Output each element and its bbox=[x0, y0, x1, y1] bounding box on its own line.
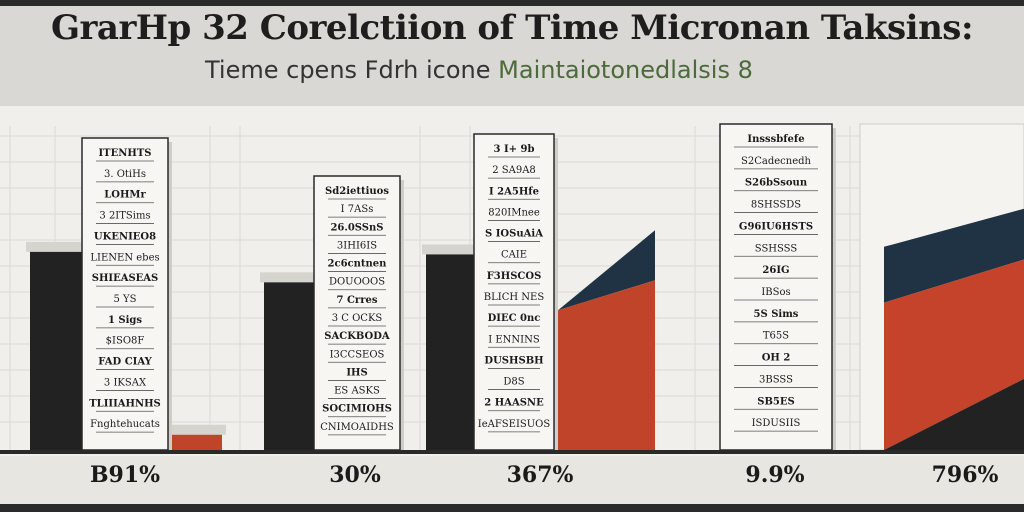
header-band bbox=[0, 6, 1024, 106]
label-line: 1 Sigs bbox=[108, 315, 142, 326]
label-line: I 7ASs bbox=[341, 204, 374, 215]
label-line: DOUOOOS bbox=[329, 277, 385, 288]
label-line: BLICH NES bbox=[484, 292, 545, 303]
label-line: G96IU6HSTS bbox=[739, 221, 813, 232]
label-line: UKENIEO8 bbox=[94, 231, 156, 242]
chart-title: GrarHp 32 Corelctiion of Time Micronan T… bbox=[50, 8, 974, 48]
label-line: CNIMOAIDHS bbox=[320, 422, 394, 433]
label-line: $ISO8F bbox=[106, 336, 145, 347]
label-line: 2 SA9A8 bbox=[492, 165, 536, 176]
label-line: IBSos bbox=[761, 287, 790, 298]
bar-red-3 bbox=[558, 280, 655, 450]
label-line: 26.0SSnS bbox=[330, 222, 383, 233]
label-line: 3 2ITSims bbox=[99, 211, 150, 222]
bottom-bar bbox=[0, 504, 1024, 512]
label-panel-2 bbox=[313, 175, 401, 451]
label-line: 2c6cntnen bbox=[328, 259, 388, 270]
label-line: ISDUSIIS bbox=[752, 418, 801, 429]
label-line: I 2A5Hfe bbox=[489, 186, 539, 197]
label-line: CAIE bbox=[501, 250, 527, 261]
label-line: SOCIMIOHS bbox=[322, 404, 392, 415]
label-line: 2 HAASNE bbox=[484, 398, 544, 409]
label-line: Sd2iettiuos bbox=[325, 186, 389, 197]
label-line: 8SHSSDS bbox=[751, 200, 801, 211]
category-label-3: 367% bbox=[506, 462, 574, 488]
label-line: 3. OtiHs bbox=[104, 169, 146, 180]
label-line: FAD CIAY bbox=[98, 357, 152, 368]
bar-dark-3 bbox=[426, 254, 478, 450]
label-line: 5S Sims bbox=[754, 309, 799, 320]
label-line: S26bSsoun bbox=[745, 178, 808, 189]
label-line: Insssbfefe bbox=[747, 134, 804, 145]
top-bar bbox=[0, 0, 1024, 6]
category-label-1: B91% bbox=[89, 462, 161, 488]
label-line: IeAFSEISUOS bbox=[478, 419, 551, 430]
label-line: DIEC 0nc bbox=[488, 313, 541, 324]
subtitle-part-a: Tieme cpens Fdrh icone bbox=[205, 56, 491, 84]
label-line: SACKBODA bbox=[324, 331, 390, 342]
label-line: T65S bbox=[763, 331, 789, 342]
label-line: OH 2 bbox=[762, 353, 791, 364]
label-line: 7 Crres bbox=[337, 295, 378, 306]
label-line: IHS bbox=[346, 367, 367, 378]
label-line: LIENEN ebes bbox=[90, 252, 159, 263]
label-line: SSHSSS bbox=[755, 243, 798, 254]
label-line: TLIIIAHNHS bbox=[89, 398, 161, 409]
label-line: I ENNINS bbox=[488, 334, 540, 345]
label-line: S2Cadecnedh bbox=[741, 156, 812, 167]
label-line: 3 IKSAX bbox=[104, 377, 147, 388]
label-line: S IOSuAiA bbox=[485, 229, 543, 240]
label-line: ES ASKS bbox=[334, 386, 380, 397]
label-line: SHIEASEAS bbox=[92, 273, 159, 284]
label-panel-1 bbox=[81, 137, 169, 451]
bar-cap bbox=[166, 424, 226, 435]
bar-red-1 bbox=[170, 434, 222, 450]
bar-slant-cap bbox=[558, 230, 655, 311]
label-line: LOHMr bbox=[104, 190, 146, 201]
chart-subtitle: Tieme cpens Fdrh icone Maintaiotonedlals… bbox=[205, 56, 753, 84]
label-line: ITENHTS bbox=[99, 148, 152, 159]
label-line: 3 C OCKS bbox=[332, 313, 383, 324]
label-line: 3IHI6IS bbox=[337, 240, 377, 251]
area-red bbox=[884, 259, 1024, 450]
bar-cap bbox=[422, 244, 482, 255]
category-label-4: 9.9% bbox=[745, 462, 805, 488]
label-line: 820IMnee bbox=[488, 207, 540, 218]
label-panel-4 bbox=[719, 123, 833, 451]
label-line: I3CCSEOS bbox=[330, 349, 385, 360]
label-line: D8S bbox=[503, 377, 524, 388]
bar-cap bbox=[26, 241, 86, 252]
label-line: F3HSCOS bbox=[487, 271, 542, 282]
category-label-5: 796% bbox=[931, 462, 999, 488]
label-line: Fnghtehucats bbox=[90, 419, 160, 430]
label-line: SB5ES bbox=[757, 396, 794, 407]
subtitle-part-b: Maintaiotonedlalsis 8 bbox=[498, 56, 753, 84]
bar-dark-1 bbox=[30, 251, 82, 450]
category-label-2: 30% bbox=[329, 462, 381, 488]
label-line: 3 I+ 9b bbox=[494, 144, 535, 155]
chart-plot: ITENHTS 3. OtiHs LOHMr 3 2ITSims UKENIEO8 LIE… bbox=[0, 106, 1024, 456]
label-line: DUSHSBH bbox=[484, 355, 543, 366]
x-axis-baseline bbox=[0, 450, 1024, 454]
area-dark bbox=[884, 378, 1024, 450]
bar-dark-2 bbox=[264, 282, 316, 450]
label-line: 5 YS bbox=[114, 294, 137, 305]
label-panel-3 bbox=[473, 133, 555, 451]
label-line: 3BSSS bbox=[759, 374, 793, 385]
area-navy bbox=[884, 208, 1024, 303]
label-line: 26IG bbox=[762, 265, 789, 276]
bar-cap bbox=[260, 272, 320, 283]
